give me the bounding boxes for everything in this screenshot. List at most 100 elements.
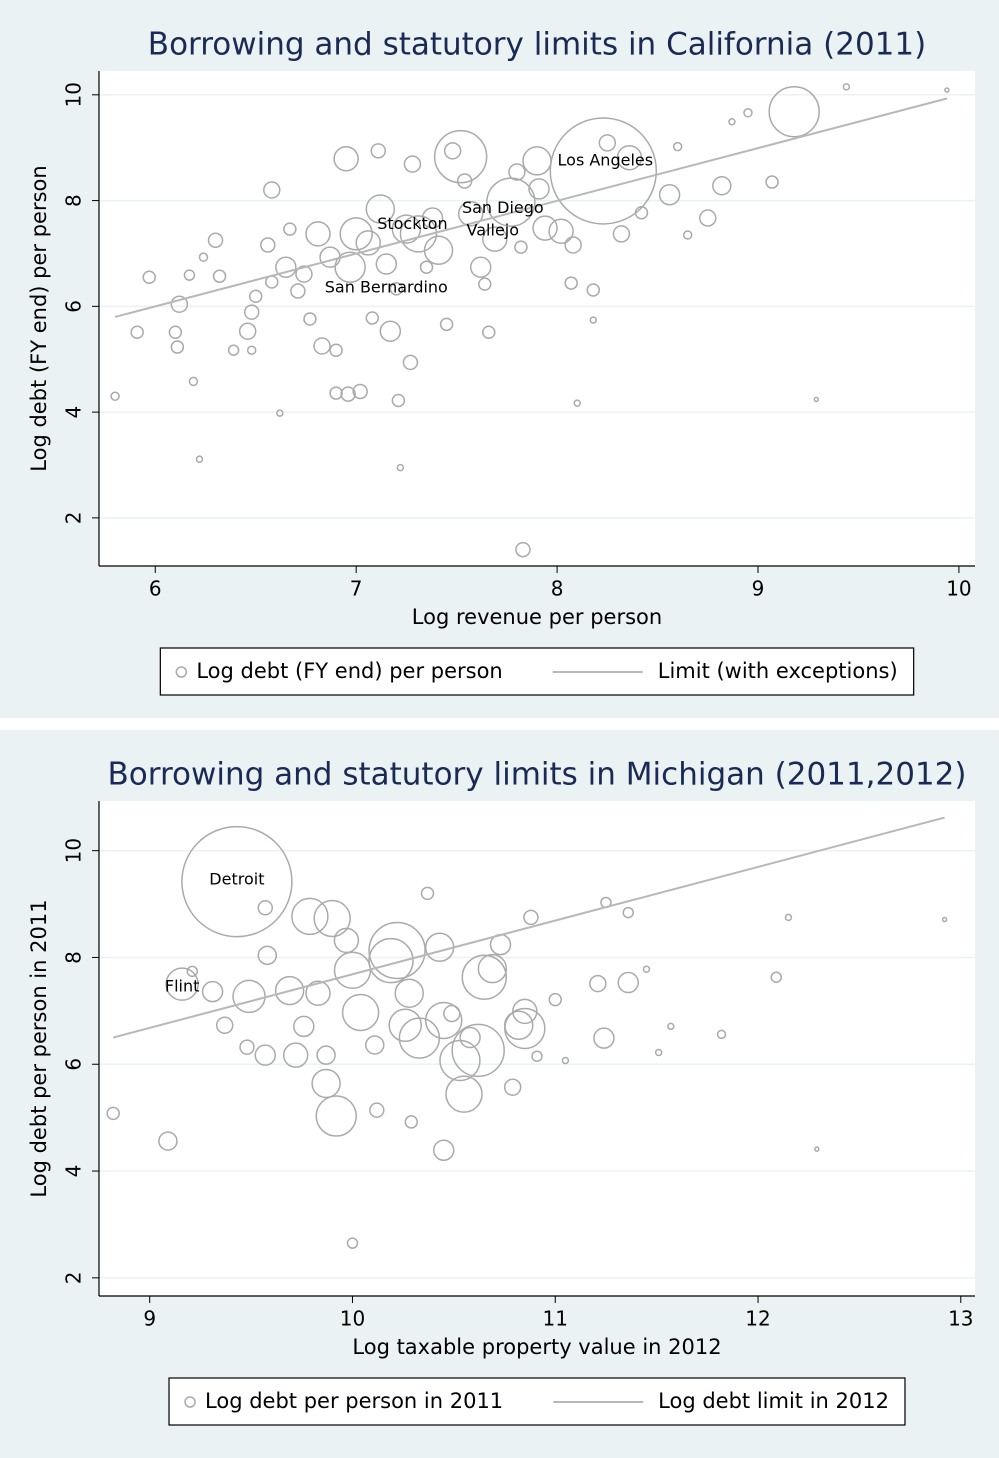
bubble (282, 1042, 309, 1068)
bubble (469, 256, 492, 278)
bubble (246, 345, 257, 355)
bubble (263, 181, 281, 199)
bubble (333, 146, 359, 172)
bubble (315, 1095, 357, 1137)
bubble (389, 282, 404, 296)
bubble (274, 975, 305, 1006)
bubble (573, 399, 581, 407)
bubble (365, 1035, 385, 1055)
bubble (239, 1039, 255, 1055)
annotation: Detroit (209, 870, 264, 889)
y-axis-title: Log debt (FY end) per person (27, 165, 51, 471)
bubble (433, 129, 488, 184)
bubble (186, 965, 199, 978)
bubble (305, 221, 331, 247)
annotation: Flint (165, 976, 200, 995)
chart-title: Borrowing and statutory limits in Michig… (108, 757, 967, 793)
bubble (482, 226, 508, 252)
bubble (482, 325, 496, 339)
bubble (589, 316, 598, 324)
bubble (667, 1022, 675, 1031)
bubble (770, 971, 783, 983)
bubble (512, 998, 538, 1025)
limit-line (114, 97, 948, 318)
legend: Log debt per person in 2011 Log debt limi… (168, 1377, 906, 1426)
legend-marker (175, 666, 188, 678)
bubble (622, 906, 634, 919)
bubble (503, 1078, 522, 1096)
bubble (243, 304, 260, 320)
y-tick-label: 10 (62, 838, 86, 863)
bubble (813, 396, 820, 403)
bubble (528, 178, 550, 200)
bubble (334, 251, 366, 283)
bubble (616, 144, 643, 171)
bubble (339, 217, 373, 251)
bubble (238, 322, 257, 340)
bubble (589, 974, 607, 993)
legend-box (159, 647, 915, 696)
legend-marker (184, 1396, 196, 1408)
bubble (457, 201, 484, 227)
bubble (432, 1139, 455, 1161)
bubble (388, 1008, 422, 1043)
legend-box (168, 1377, 906, 1426)
bubble (368, 921, 426, 980)
annotation: Stockton (377, 214, 447, 233)
bubble (564, 236, 582, 254)
y-tick-label: 2 (62, 1271, 86, 1284)
bubble (459, 1026, 481, 1049)
bubble (183, 269, 196, 281)
limit-line (112, 816, 945, 1039)
bubble (443, 142, 462, 160)
bubble (399, 215, 438, 253)
bubble (404, 1115, 419, 1129)
bubble (586, 283, 601, 297)
bubble (375, 253, 398, 275)
bubble (403, 155, 422, 173)
bubble (593, 1027, 615, 1049)
bubble (368, 937, 414, 984)
annotation: Vallejo (467, 221, 519, 240)
bubble (227, 344, 240, 356)
bubble (728, 118, 736, 126)
legend: Log debt (FY end) per person Limit (with … (159, 647, 915, 696)
legend-label: Log debt limit in 2012 (658, 1389, 889, 1413)
bubble (394, 978, 424, 1008)
bubble (561, 1056, 570, 1065)
bubble (634, 205, 649, 220)
bubble (612, 225, 631, 243)
x-axis-title: Log taxable property value in 2012 (352, 1335, 721, 1359)
bubble (311, 1068, 341, 1099)
bubble (305, 980, 331, 1006)
bubble (451, 1023, 505, 1078)
bubble (424, 1001, 463, 1040)
bubble (642, 965, 651, 973)
bubble (295, 265, 313, 283)
chart: Borrowing and statutory limits in Michig… (0, 730, 999, 1458)
plot-area (99, 71, 975, 566)
bubble (445, 1075, 483, 1113)
bubble (291, 897, 329, 936)
annotation: Los Angeles (558, 150, 654, 169)
bubble (478, 277, 492, 291)
bubble (531, 1050, 543, 1062)
bubble (461, 954, 508, 1000)
bubble (396, 463, 405, 472)
bubble (276, 409, 284, 417)
bubble (290, 283, 306, 299)
bubble (170, 295, 189, 313)
bubble (170, 340, 185, 354)
bubble (617, 971, 639, 994)
bubble (456, 173, 473, 189)
bubble (142, 270, 156, 284)
bubble (402, 354, 419, 371)
x-tick-label: 12 (745, 1307, 770, 1331)
bubble (523, 909, 539, 926)
bubble (564, 276, 578, 290)
bubble (329, 343, 343, 357)
bubble (365, 194, 396, 224)
bubble (743, 108, 753, 118)
bubble (369, 1102, 385, 1118)
y-tick-label: 8 (62, 951, 86, 964)
